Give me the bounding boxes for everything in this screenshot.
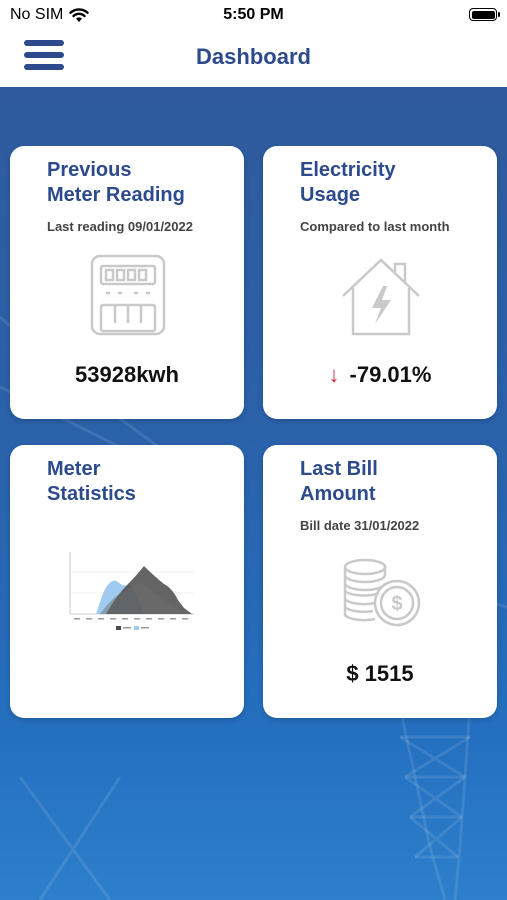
dashboard-main: Previous Meter Reading Last reading 09/0…	[0, 87, 507, 900]
card-subtitle: Bill date 31/01/2022	[300, 518, 420, 533]
card-title: Last Bill Amount	[300, 457, 378, 507]
meter-statistics-card[interactable]: Meter Statistics	[10, 445, 244, 718]
statistics-chart-thumbnail-icon	[69, 552, 194, 630]
card-title-line: Usage	[300, 184, 361, 206]
electricity-usage-card[interactable]: Electricity Usage Compared to last month…	[263, 146, 497, 419]
card-title-line: Last Bill	[300, 458, 378, 480]
bill-amount-value: $ 1515	[346, 661, 414, 686]
menu-line-icon	[24, 40, 64, 46]
previous-reading-card[interactable]: Previous Meter Reading Last reading 09/0…	[10, 146, 244, 419]
usage-change-value: ↓ -79.01%	[263, 362, 497, 388]
card-title-line: Previous	[47, 159, 132, 181]
card-title-line: Amount	[300, 483, 376, 505]
wifi-icon	[69, 7, 90, 22]
card-title-line: Meter Reading	[47, 184, 185, 206]
card-title: Electricity Usage	[300, 158, 396, 208]
status-time: 5:50 PM	[223, 6, 284, 23]
card-title: Meter Statistics	[47, 457, 136, 507]
meter-reading-value: 53928kwh	[75, 362, 179, 387]
menu-line-icon	[24, 64, 64, 70]
card-subtitle: Compared to last month	[300, 219, 450, 234]
battery-icon	[469, 8, 500, 21]
menu-line-icon	[24, 52, 64, 58]
nav-bar: Dashboard	[0, 30, 507, 87]
coins-dollar-icon: $	[343, 558, 421, 627]
last-bill-card[interactable]: Last Bill Amount Bill date 31/01/2022 $ …	[263, 445, 497, 718]
usage-change-text: -79.01%	[349, 362, 432, 387]
hamburger-menu-button[interactable]	[24, 40, 66, 74]
card-title-line: Electricity	[300, 159, 396, 181]
card-title-line: Statistics	[47, 483, 136, 505]
card-title-line: Meter	[47, 458, 101, 480]
carrier-label: No SIM	[10, 6, 64, 23]
arrow-down-icon: ↓	[328, 362, 340, 387]
page-title: Dashboard	[196, 44, 311, 69]
house-electricity-icon	[342, 258, 420, 336]
card-subtitle: Last reading 09/01/2022	[47, 219, 193, 234]
status-left: No SIM	[10, 6, 90, 24]
status-bar: No SIM 5:50 PM	[0, 0, 507, 30]
card-title: Previous Meter Reading	[47, 158, 185, 208]
electric-meter-icon	[90, 254, 166, 336]
svg-text:$: $	[391, 593, 402, 615]
